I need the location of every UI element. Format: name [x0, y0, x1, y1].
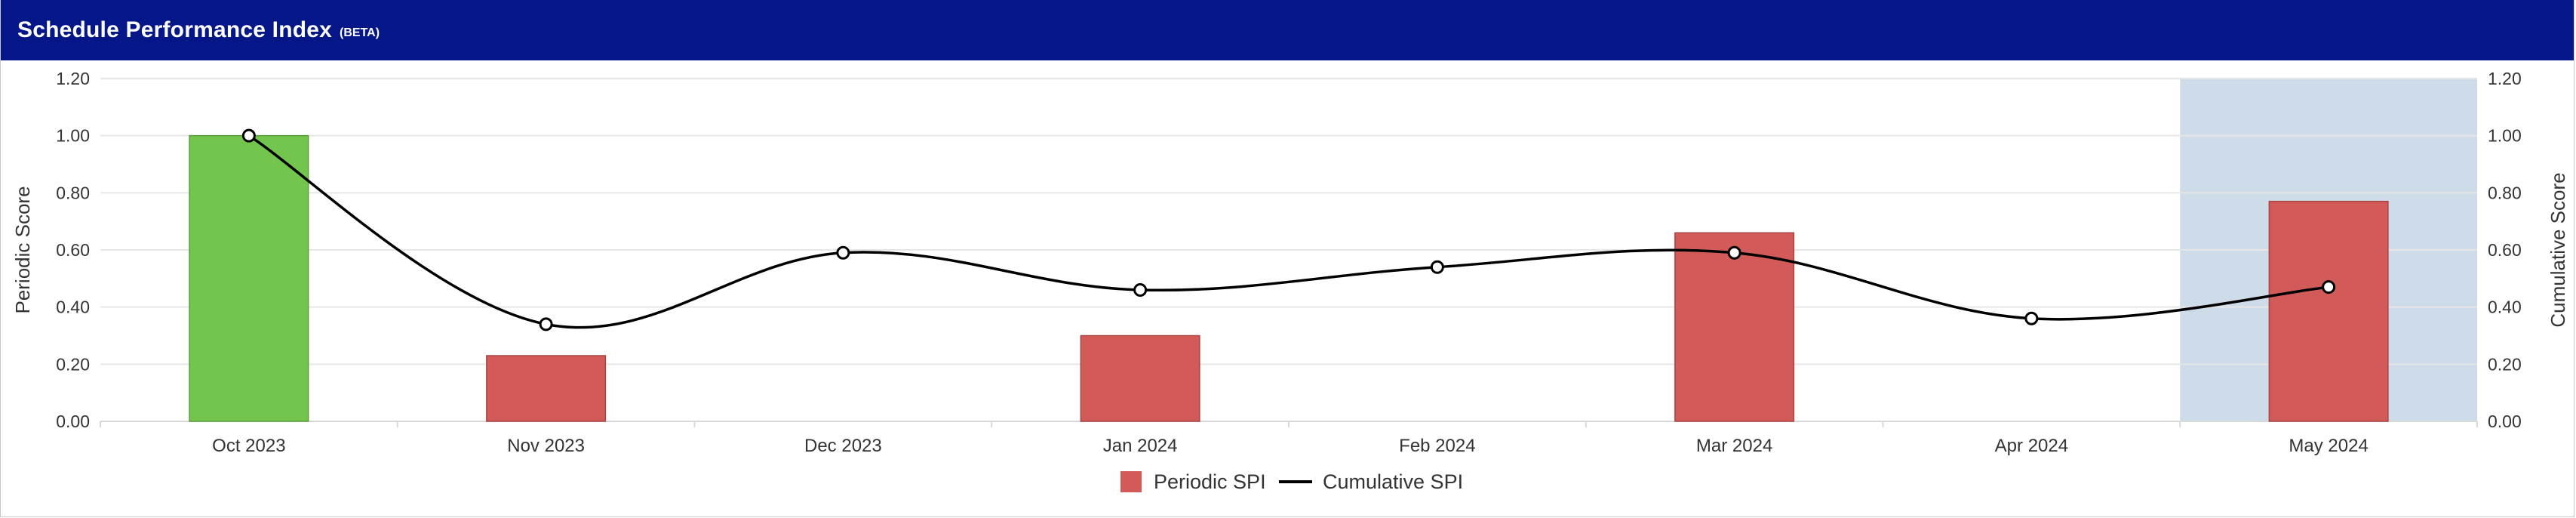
cumulative-point-jan-2024[interactable] — [1133, 282, 1148, 297]
y2-tick-label: 0.00 — [2488, 412, 2522, 431]
cumulative-point-may-2024[interactable] — [2322, 280, 2336, 294]
y2-tick-label: 1.20 — [2488, 69, 2522, 88]
y2-tick-label: 0.20 — [2488, 354, 2522, 374]
y2-tick-label: 0.40 — [2488, 298, 2522, 317]
cumulative-point-apr-2024[interactable] — [2024, 311, 2039, 325]
y2-tick-label: 0.80 — [2488, 183, 2522, 202]
bar-jan-2024[interactable] — [1080, 335, 1200, 422]
y-tick-label: 0.20 — [56, 354, 90, 374]
cumulative-point-nov-2023[interactable] — [539, 317, 553, 331]
x-tick-label: May 2024 — [2289, 436, 2368, 456]
y2-tick-label: 1.00 — [2488, 126, 2522, 146]
y-axis-title: Periodic Score — [11, 186, 34, 313]
y-tick-label: 1.20 — [56, 69, 90, 88]
beta-badge: (BETA) — [340, 26, 380, 39]
bar-nov-2023[interactable] — [486, 355, 607, 422]
cumulative-point-dec-2023[interactable] — [836, 245, 850, 260]
y2-axis-title: Cumulative Score — [2547, 172, 2569, 327]
bar-mar-2024[interactable] — [1674, 232, 1795, 422]
legend-label-cumulative: Cumulative SPI — [1323, 470, 1463, 493]
y-tick-label: 0.60 — [56, 240, 90, 260]
bar-oct-2023[interactable] — [189, 134, 309, 422]
bar-may-2024[interactable] — [2268, 200, 2389, 422]
y-tick-label: 0.80 — [56, 183, 90, 202]
spi-chart: 0.00 0.20 0.40 0.60 0.80 1.00 1.20 0.00 0.20 0.40… — [11, 69, 2569, 493]
x-tick-label: Nov 2023 — [507, 436, 585, 456]
legend-label-periodic: Periodic SPI — [1154, 470, 1266, 493]
x-tick-label: Jan 2024 — [1103, 436, 1178, 456]
x-tick-label: Apr 2024 — [1995, 436, 2068, 456]
cumulative-point-mar-2024[interactable] — [1727, 245, 1741, 260]
cumulative-spi-line — [247, 134, 2329, 329]
x-tick-label: Dec 2023 — [804, 436, 882, 456]
x-tick-label: Feb 2024 — [1399, 436, 1475, 456]
legend-swatch-periodic — [1120, 471, 1142, 492]
y-tick-label: 0.40 — [56, 298, 90, 317]
panel-header: Schedule Performance Index (BETA) — [1, 0, 2574, 60]
cumulative-point-oct-2023[interactable] — [241, 128, 256, 143]
cumulative-point-feb-2024[interactable] — [1430, 260, 1444, 274]
y-tick-label: 0.00 — [56, 412, 90, 431]
y2-tick-label: 0.60 — [2488, 240, 2522, 260]
x-tick-label: Mar 2024 — [1696, 436, 1772, 456]
y-tick-label: 1.00 — [56, 126, 90, 146]
panel-title: Schedule Performance Index — [17, 17, 333, 42]
x-tick-label: Oct 2023 — [212, 436, 285, 456]
